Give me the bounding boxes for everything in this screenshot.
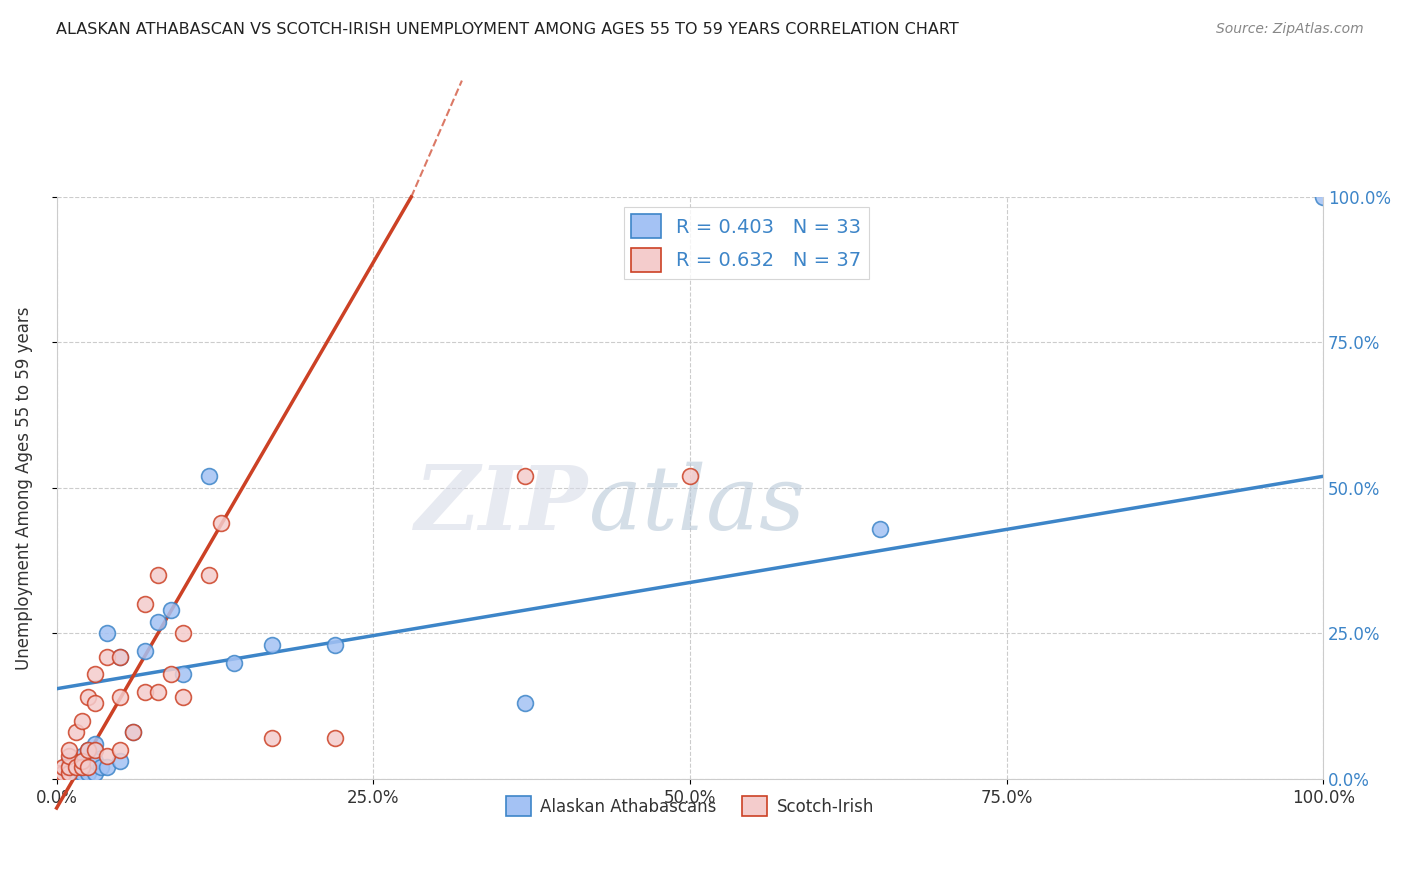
Point [323,638,346,652]
Point [77,760,100,774]
Point [45,772,67,786]
Point [515,696,537,710]
Point [58,772,80,786]
Point [65,760,87,774]
Point [58,766,80,780]
Point [70,760,93,774]
Point [222,656,245,670]
Point [83,743,105,757]
Point [58,743,80,757]
Text: ZIP: ZIP [415,462,589,549]
Point [83,696,105,710]
Point [121,725,143,739]
Point [52,766,75,780]
Point [70,766,93,780]
Point [77,743,100,757]
Point [70,714,93,728]
Point [108,649,131,664]
Point [90,760,112,774]
Point [77,743,100,757]
Point [515,469,537,483]
Y-axis label: Unemployment Among Ages 55 to 59 years: Unemployment Among Ages 55 to 59 years [15,306,32,670]
Point [96,760,118,774]
Point [172,690,194,705]
Point [52,760,75,774]
Point [134,684,156,698]
Point [83,737,105,751]
Point [869,522,891,536]
Point [159,667,181,681]
Point [108,755,131,769]
Point [70,748,93,763]
Point [134,598,156,612]
Point [58,760,80,774]
Point [70,760,93,774]
Point [146,684,169,698]
Point [108,690,131,705]
Point [260,638,283,652]
Point [65,725,87,739]
Point [679,469,702,483]
Point [70,755,93,769]
Point [197,568,219,582]
Point [83,766,105,780]
Text: atlas: atlas [589,462,804,549]
Point [77,690,100,705]
Point [159,603,181,617]
Point [172,667,194,681]
Point [197,469,219,483]
Point [260,731,283,746]
Point [1312,190,1334,204]
Point [58,766,80,780]
Point [77,766,100,780]
Point [146,615,169,629]
Point [83,755,105,769]
Text: Source: ZipAtlas.com: Source: ZipAtlas.com [1216,22,1364,37]
Point [58,748,80,763]
Point [58,755,80,769]
Point [65,760,87,774]
Point [83,667,105,681]
Point [121,725,143,739]
Point [96,748,118,763]
Point [172,626,194,640]
Text: ALASKAN ATHABASCAN VS SCOTCH-IRISH UNEMPLOYMENT AMONG AGES 55 TO 59 YEARS CORREL: ALASKAN ATHABASCAN VS SCOTCH-IRISH UNEMP… [56,22,959,37]
Point [70,772,93,786]
Point [96,626,118,640]
Point [323,731,346,746]
Point [108,743,131,757]
Legend: Alaskan Athabascans, Scotch-Irish: Alaskan Athabascans, Scotch-Irish [499,789,882,823]
Point [58,760,80,774]
Point [96,649,118,664]
Point [146,568,169,582]
Point [45,766,67,780]
Point [209,516,232,530]
Point [52,766,75,780]
Point [134,644,156,658]
Point [108,649,131,664]
